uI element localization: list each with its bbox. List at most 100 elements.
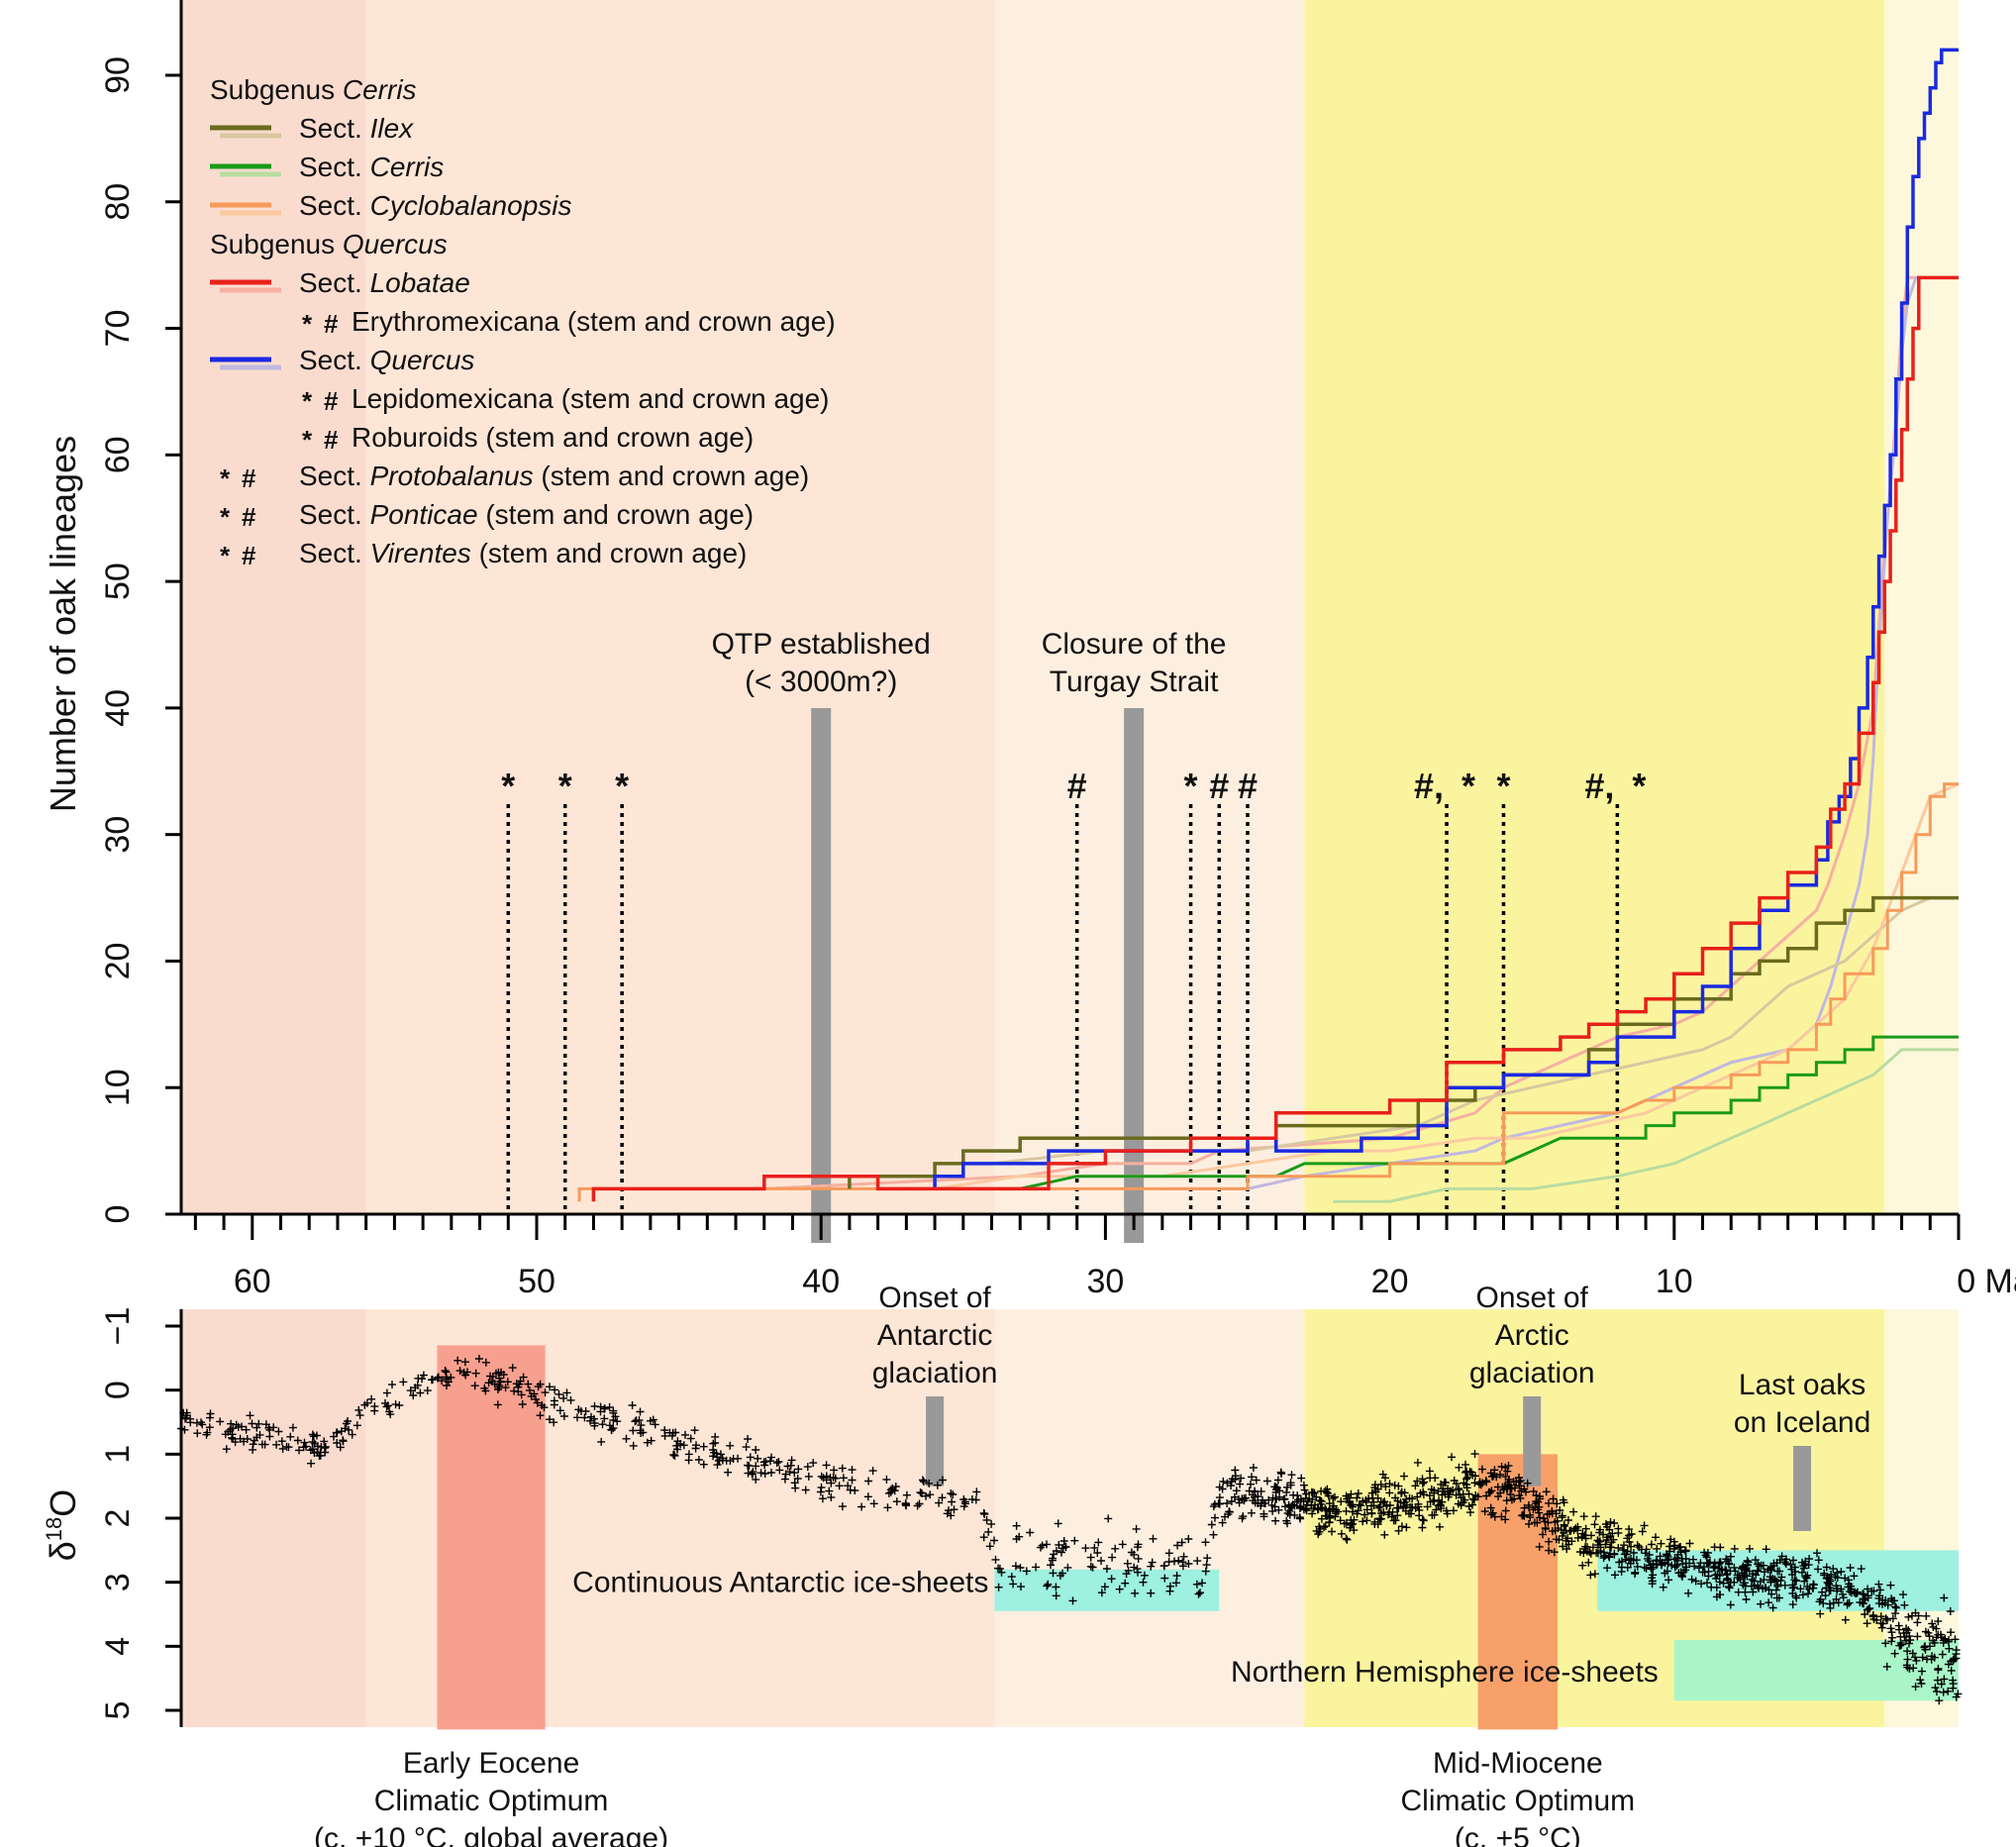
- event-label: Onset of: [878, 1282, 991, 1314]
- epoch-band: [365, 0, 995, 1214]
- axes: [165, 0, 1961, 1727]
- epoch-band: [994, 0, 1305, 1214]
- climatic-optimum-band: [437, 1345, 546, 1730]
- event-label: Arctic: [1495, 1319, 1569, 1352]
- y-tick-label: 0: [99, 1381, 137, 1399]
- legend-hash-marker: #: [324, 386, 339, 416]
- climatic-optimum-bands: [437, 1345, 1559, 1730]
- legend-label: Lepidomexicana (stem and crown age): [352, 383, 829, 414]
- event-label: Closure of the: [1042, 628, 1227, 661]
- climatic-optimum-band: [1477, 1454, 1559, 1730]
- y-tick-label: 1: [99, 1445, 137, 1464]
- x-tick-label: 20: [1371, 1263, 1409, 1300]
- legend-label: Sect. Cyclobalanopsis: [299, 190, 571, 221]
- ice-sheet-label: Northern Hemisphere ice-sheets: [1231, 1656, 1659, 1689]
- age-marker: *: [1496, 766, 1510, 806]
- legend-label: Sect. Lobatae: [299, 267, 470, 298]
- y-tick-label: 50: [99, 563, 137, 600]
- age-marker: *: [615, 766, 629, 806]
- legend-hash-marker: #: [242, 502, 256, 532]
- ltt-series-line: [591, 275, 1959, 1202]
- epoch-band: [994, 1309, 1305, 1727]
- age-marker: *: [1632, 766, 1646, 806]
- y-tick-label: 70: [99, 310, 137, 348]
- epoch-band: [1884, 0, 1959, 1214]
- ltt-series-line: [577, 782, 1959, 1202]
- legend-heading: Subgenus Cerris: [210, 74, 417, 105]
- bottom-panel-background-bands: [181, 1309, 1959, 1727]
- age-marker: #,: [1414, 766, 1444, 806]
- legend-star-marker: *: [302, 386, 313, 416]
- legend-hash-marker: #: [324, 425, 339, 455]
- legend-label: Erythromexicana (stem and crown age): [352, 306, 836, 337]
- y-tick-label: 4: [99, 1637, 137, 1656]
- event-bar: [1523, 1396, 1542, 1487]
- y-tick-label: 0: [99, 1205, 137, 1224]
- scatter-points: [177, 1355, 1963, 1705]
- ice-sheet-band: [994, 1569, 1220, 1611]
- ice-sheet-label: Continuous Antarctic ice-sheets: [572, 1567, 988, 1599]
- event-label: QTP established: [712, 628, 931, 661]
- y-tick-label: 3: [99, 1573, 137, 1591]
- y-tick-label: 40: [99, 689, 137, 727]
- event-bars: [811, 708, 1812, 1531]
- climatic-optimum-caption: Climatic Optimum: [374, 1785, 609, 1817]
- legend-label: Roburoids (stem and crown age): [352, 422, 754, 453]
- event-label: glaciation: [872, 1357, 998, 1389]
- age-marker: *: [501, 766, 515, 806]
- epoch-band: [181, 1309, 366, 1727]
- y-tick-label: −1: [99, 1307, 137, 1346]
- y-tick-label: 20: [99, 943, 137, 980]
- d18o-scatter: [177, 1355, 1963, 1705]
- age-marker: #: [1067, 766, 1087, 806]
- y-tick-label: 5: [99, 1701, 137, 1720]
- age-marker: #: [1238, 766, 1258, 806]
- ltt-series-line: [877, 1035, 1959, 1190]
- event-label: (< 3000m?): [745, 666, 897, 698]
- ltt-series-line: [1333, 1048, 1959, 1203]
- legend-hash-marker: #: [242, 541, 256, 570]
- top-panel-background-bands: [181, 0, 1959, 1214]
- climatic-optimum-caption: Early Eocene: [403, 1747, 579, 1780]
- event-label: Antarctic: [877, 1319, 993, 1352]
- event-label: Last oaks: [1739, 1369, 1865, 1401]
- d18o-axis-title: δ18O: [42, 1489, 83, 1562]
- event-bar: [1793, 1446, 1812, 1531]
- epoch-band: [181, 0, 366, 1214]
- x-tick-label: 30: [1086, 1263, 1124, 1300]
- age-marker: *: [558, 766, 572, 806]
- legend-star-marker: *: [220, 463, 231, 493]
- y-tick-label: 30: [99, 816, 137, 854]
- legend-star-marker: *: [220, 502, 231, 532]
- legend-star-marker: *: [302, 425, 313, 455]
- legend-hash-marker: #: [242, 463, 256, 493]
- y-tick-label: 80: [99, 183, 137, 221]
- x-tick-label: 60: [234, 1263, 271, 1300]
- event-label: on Iceland: [1734, 1406, 1870, 1439]
- legend-label: Sect. Quercus: [299, 345, 474, 375]
- age-marker: #,: [1584, 766, 1614, 806]
- legend-label: Sect. Protobalanus (stem and crown age): [299, 461, 809, 491]
- y-tick-label: 2: [99, 1509, 137, 1528]
- ice-sheet-band: [1673, 1639, 1959, 1701]
- climatic-optimum-caption: Climatic Optimum: [1400, 1785, 1635, 1817]
- x-tick-label: 40: [802, 1263, 840, 1300]
- ltt-curves: [577, 48, 1960, 1203]
- ltt-series-line: [933, 48, 1959, 1189]
- legend: Subgenus Cerris Sect. Ilex Sect. Cerris Sec…: [210, 74, 836, 570]
- climatic-optimum-caption: (c. +10 °C, global average): [314, 1822, 668, 1847]
- legend-label: Sect. Virentes (stem and crown age): [299, 538, 747, 568]
- legend-label: Sect. Cerris: [299, 152, 444, 182]
- legend-star-marker: *: [302, 309, 313, 339]
- age-marker: *: [1462, 766, 1475, 806]
- event-label: Turgay Strait: [1050, 666, 1219, 698]
- event-bar: [811, 708, 832, 1243]
- event-label: glaciation: [1469, 1357, 1595, 1389]
- age-marker: *: [1184, 766, 1198, 806]
- x-tick-label: 10: [1656, 1263, 1693, 1300]
- y-axis-title: Number of oak lineages: [43, 436, 83, 812]
- y-tick-label: 60: [99, 436, 137, 473]
- event-bar: [1124, 708, 1145, 1243]
- climatic-optimum-caption: (c. +5 °C): [1455, 1822, 1581, 1847]
